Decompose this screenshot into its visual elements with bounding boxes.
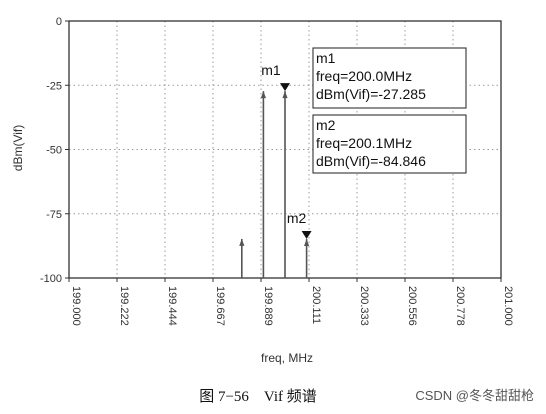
y-tick-label: 0 (56, 16, 62, 28)
x-tick-label: 199.222 (118, 286, 130, 326)
figure-caption: 图 7−56 Vif 频谱 (199, 388, 317, 405)
m1-readout-line: freq=200.0MHz (316, 68, 412, 84)
m1-marker-triangle (280, 83, 290, 92)
spectral-line-arrow (304, 239, 310, 247)
x-tick-label: 199.667 (214, 286, 226, 326)
x-tick-label: 199.000 (70, 286, 82, 326)
y-tick-label: -100 (40, 273, 62, 285)
x-tick-label: 200.556 (406, 286, 418, 326)
spectral-line-arrow (260, 91, 266, 99)
m2-marker-triangle (301, 231, 312, 240)
x-tick-label: 200.111 (310, 286, 322, 324)
m2-marker-label: m2 (287, 210, 307, 226)
x-tick-label: 199.889 (262, 286, 274, 326)
y-tick-label: -75 (46, 209, 62, 221)
tick-labels: 199.000 199.222 199.444 199.667 199.889 200.1… (40, 16, 514, 326)
m1-readout-line: m1 (316, 50, 336, 66)
y-tick-label: -50 (46, 145, 62, 157)
spectral-line-arrow (239, 238, 245, 246)
m1-readout-line: dBm(Vif)=-27.285 (316, 86, 426, 102)
marker-annotations: m1 m1 freq=200.0MHz dBm(Vif)=-27.285 m2 m2 fre… (261, 47, 467, 240)
x-tick-label: 201.000 (502, 286, 514, 326)
m2-readout-line: m2 (316, 117, 336, 133)
y-tick-label: -25 (46, 80, 62, 92)
x-tick-label: 199.444 (166, 286, 178, 326)
spectral-line-arrow (282, 91, 288, 99)
watermark: CSDN @冬冬甜甜枪 (415, 388, 534, 403)
m2-readout-line: dBm(Vif)=-84.846 (316, 153, 426, 169)
y-axis-title: dBm(Vif) (11, 125, 25, 171)
m1-readout-box (312, 47, 467, 109)
m2-readout-box (312, 114, 467, 174)
m1-marker-label: m1 (261, 62, 281, 78)
x-axis-title: freq, MHz (261, 351, 313, 365)
spectral-lines (239, 91, 310, 278)
x-tick-label: 200.778 (454, 286, 466, 326)
m2-readout-line: freq=200.1MHz (316, 135, 412, 151)
x-tick-label: 200.333 (358, 286, 370, 326)
